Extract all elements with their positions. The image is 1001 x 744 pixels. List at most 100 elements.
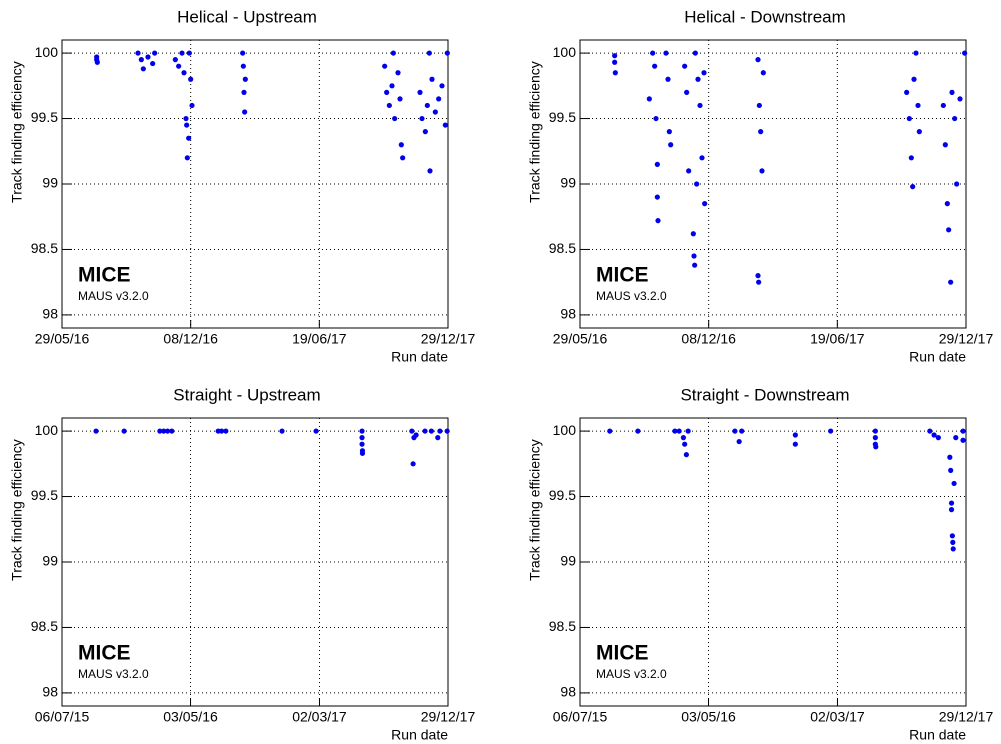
data-point <box>758 129 764 135</box>
data-point <box>400 155 406 161</box>
data-point <box>957 96 963 102</box>
sub-annotation: MAUS v3.2.0 <box>78 667 149 681</box>
y-tick-label: 100 <box>35 422 59 438</box>
data-point <box>685 428 691 434</box>
data-point <box>422 428 428 434</box>
data-point <box>792 441 798 447</box>
data-point <box>422 129 428 135</box>
y-tick-label: 100 <box>553 44 577 60</box>
data-point <box>427 168 433 174</box>
data-point <box>676 428 682 434</box>
data-point <box>390 50 396 56</box>
y-axis-label: Track finding efficiency <box>527 61 543 203</box>
y-tick-label: 100 <box>35 44 59 60</box>
data-point <box>439 83 445 89</box>
data-point <box>702 201 708 207</box>
x-tick-label: 02/03/17 <box>292 709 347 725</box>
annotation: MICE <box>596 264 649 287</box>
data-point <box>389 83 395 89</box>
data-point <box>183 115 189 122</box>
x-tick-label: 29/12/17 <box>421 331 476 347</box>
data-point <box>756 102 762 109</box>
data-point <box>313 428 319 434</box>
plot-frame <box>61 39 449 329</box>
sub-annotation: MAUS v3.2.0 <box>78 289 149 303</box>
data-point <box>950 546 956 552</box>
data-point <box>240 50 246 56</box>
data-point <box>692 50 698 56</box>
plot-frame <box>579 39 967 329</box>
data-point <box>176 63 182 69</box>
data-point <box>612 53 618 59</box>
data-point <box>916 129 922 135</box>
data-point <box>186 50 192 56</box>
x-tick-label: 08/12/16 <box>163 331 218 347</box>
data-point <box>736 438 742 445</box>
panel: Straight - Upstream 98 98.5 99 99.5 100 06/07/… <box>9 385 476 742</box>
data-point <box>181 70 187 76</box>
data-point <box>759 168 765 174</box>
data-point <box>432 109 438 115</box>
x-tick-label: 19/06/17 <box>810 331 865 347</box>
data-point <box>872 435 878 441</box>
x-tick-label: 03/05/16 <box>681 709 736 725</box>
data-point <box>382 63 388 69</box>
data-point <box>188 76 194 82</box>
data-point <box>397 96 403 102</box>
y-tick-label: 99.5 <box>31 109 58 125</box>
data-point <box>960 428 966 434</box>
data-point <box>960 437 966 443</box>
data-point <box>940 102 946 109</box>
y-tick-label: 100 <box>553 422 577 438</box>
chart-title: Helical - Downstream <box>684 7 846 26</box>
data-point <box>906 115 912 122</box>
data-point <box>150 60 156 67</box>
x-tick-label: 29/05/16 <box>553 331 608 347</box>
data-point <box>948 467 954 473</box>
data-point <box>666 129 672 135</box>
data-point <box>413 432 419 438</box>
data-point <box>760 70 766 76</box>
data-point <box>872 428 878 434</box>
x-axis-label: Run date <box>909 727 966 743</box>
x-tick-label: 19/06/17 <box>292 331 347 347</box>
y-tick-label: 98 <box>560 684 576 700</box>
data-point <box>654 194 660 200</box>
x-axis-label: Run date <box>391 727 448 743</box>
data-point <box>954 181 960 187</box>
data-point <box>952 115 958 122</box>
data-point <box>654 161 660 167</box>
data-point <box>437 428 443 434</box>
data-point <box>279 428 285 434</box>
data-point <box>398 142 404 148</box>
annotation: MICE <box>78 642 131 665</box>
data-point <box>697 102 703 109</box>
data-point <box>419 115 425 122</box>
data-point <box>152 50 158 56</box>
data-point <box>949 89 955 95</box>
y-tick-label: 99 <box>560 175 576 191</box>
data-point <box>241 89 247 95</box>
y-tick-label: 99.5 <box>31 487 58 503</box>
data-point <box>612 70 618 76</box>
y-tick-label: 99.5 <box>549 109 576 125</box>
data-point <box>386 102 392 109</box>
data-point <box>913 50 919 56</box>
data-point <box>93 428 99 434</box>
data-point <box>157 428 163 434</box>
data-point <box>635 428 641 434</box>
data-point <box>169 428 175 434</box>
data-point <box>392 115 398 122</box>
data-point <box>121 428 127 434</box>
data-point <box>694 181 700 187</box>
data-point <box>652 63 658 69</box>
data-point <box>935 435 941 441</box>
data-point <box>682 63 688 69</box>
x-tick-label: 29/12/17 <box>939 331 994 347</box>
y-tick-label: 98.5 <box>549 240 576 256</box>
data-point <box>94 59 100 65</box>
data-point <box>951 480 957 487</box>
x-tick-label: 29/12/17 <box>421 709 476 725</box>
data-point <box>240 63 246 69</box>
